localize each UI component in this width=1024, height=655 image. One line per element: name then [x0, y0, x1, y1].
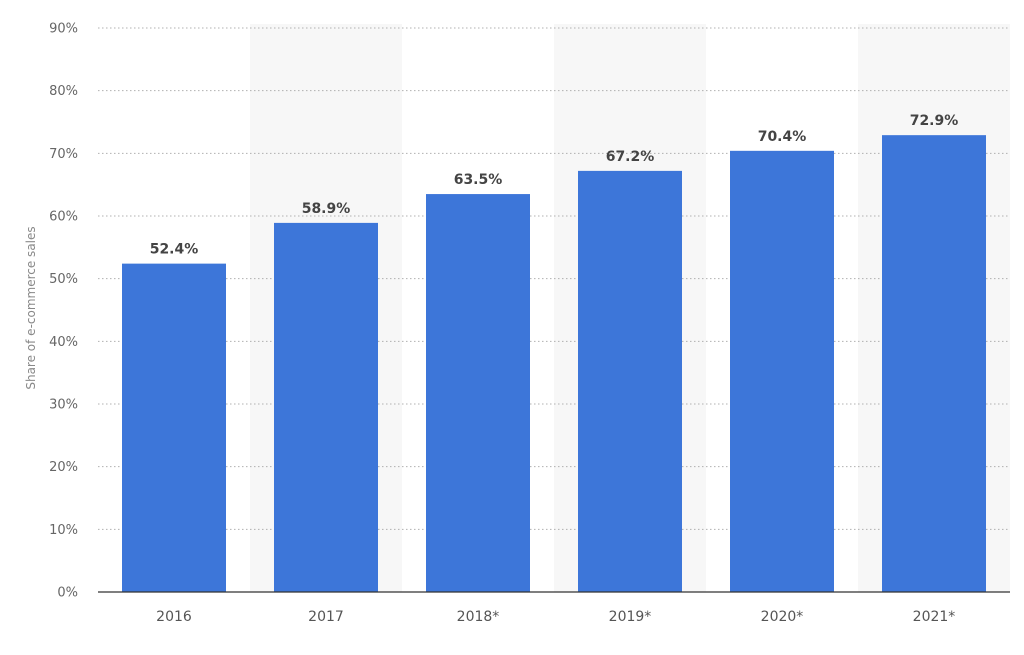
x-axis-tick-labels: 2016 2017 2018* 2019* 2020* 2021*: [156, 609, 955, 625]
x-tick-label: 2021*: [913, 609, 956, 625]
bar: [274, 222, 378, 593]
bars: [122, 135, 986, 593]
y-tick-label: 90%: [49, 22, 78, 37]
y-tick-label: 50%: [49, 272, 78, 287]
y-tick-label: 80%: [49, 84, 78, 99]
y-tick-label: 40%: [49, 335, 78, 350]
y-tick-label: 30%: [49, 398, 78, 413]
data-label: 63.5%: [454, 172, 503, 188]
x-tick-label: 2016: [156, 609, 192, 625]
y-tick-label: 60%: [49, 210, 78, 225]
value-labels: 52.4% 58.9% 63.5% 67.2% 70.4% 72.9%: [150, 113, 959, 257]
y-tick-label: 10%: [49, 523, 78, 538]
x-tick-label: 2019*: [609, 609, 652, 625]
x-tick-label: 2020*: [761, 609, 804, 625]
gridlines: [98, 27, 1010, 530]
y-axis-tick-labels: 0% 10% 20% 30% 40% 50% 60% 70% 80% 90%: [49, 22, 78, 601]
data-label: 72.9%: [910, 113, 959, 129]
data-label: 58.9%: [302, 201, 351, 217]
y-tick-label: 0%: [57, 586, 78, 601]
y-tick-label: 70%: [49, 147, 78, 162]
data-label: 67.2%: [606, 149, 655, 165]
y-axis-title: Share of e-commerce sales: [24, 226, 38, 389]
x-tick-label: 2017: [308, 609, 344, 625]
bar: [122, 263, 226, 592]
y-tick-label: 20%: [49, 460, 78, 475]
bar: [730, 150, 834, 592]
data-label: 52.4%: [150, 242, 199, 258]
x-tick-label: 2018*: [457, 609, 500, 625]
bar: [882, 135, 986, 592]
bar: [426, 194, 530, 593]
data-label: 70.4%: [758, 129, 807, 145]
bar: [578, 170, 682, 592]
